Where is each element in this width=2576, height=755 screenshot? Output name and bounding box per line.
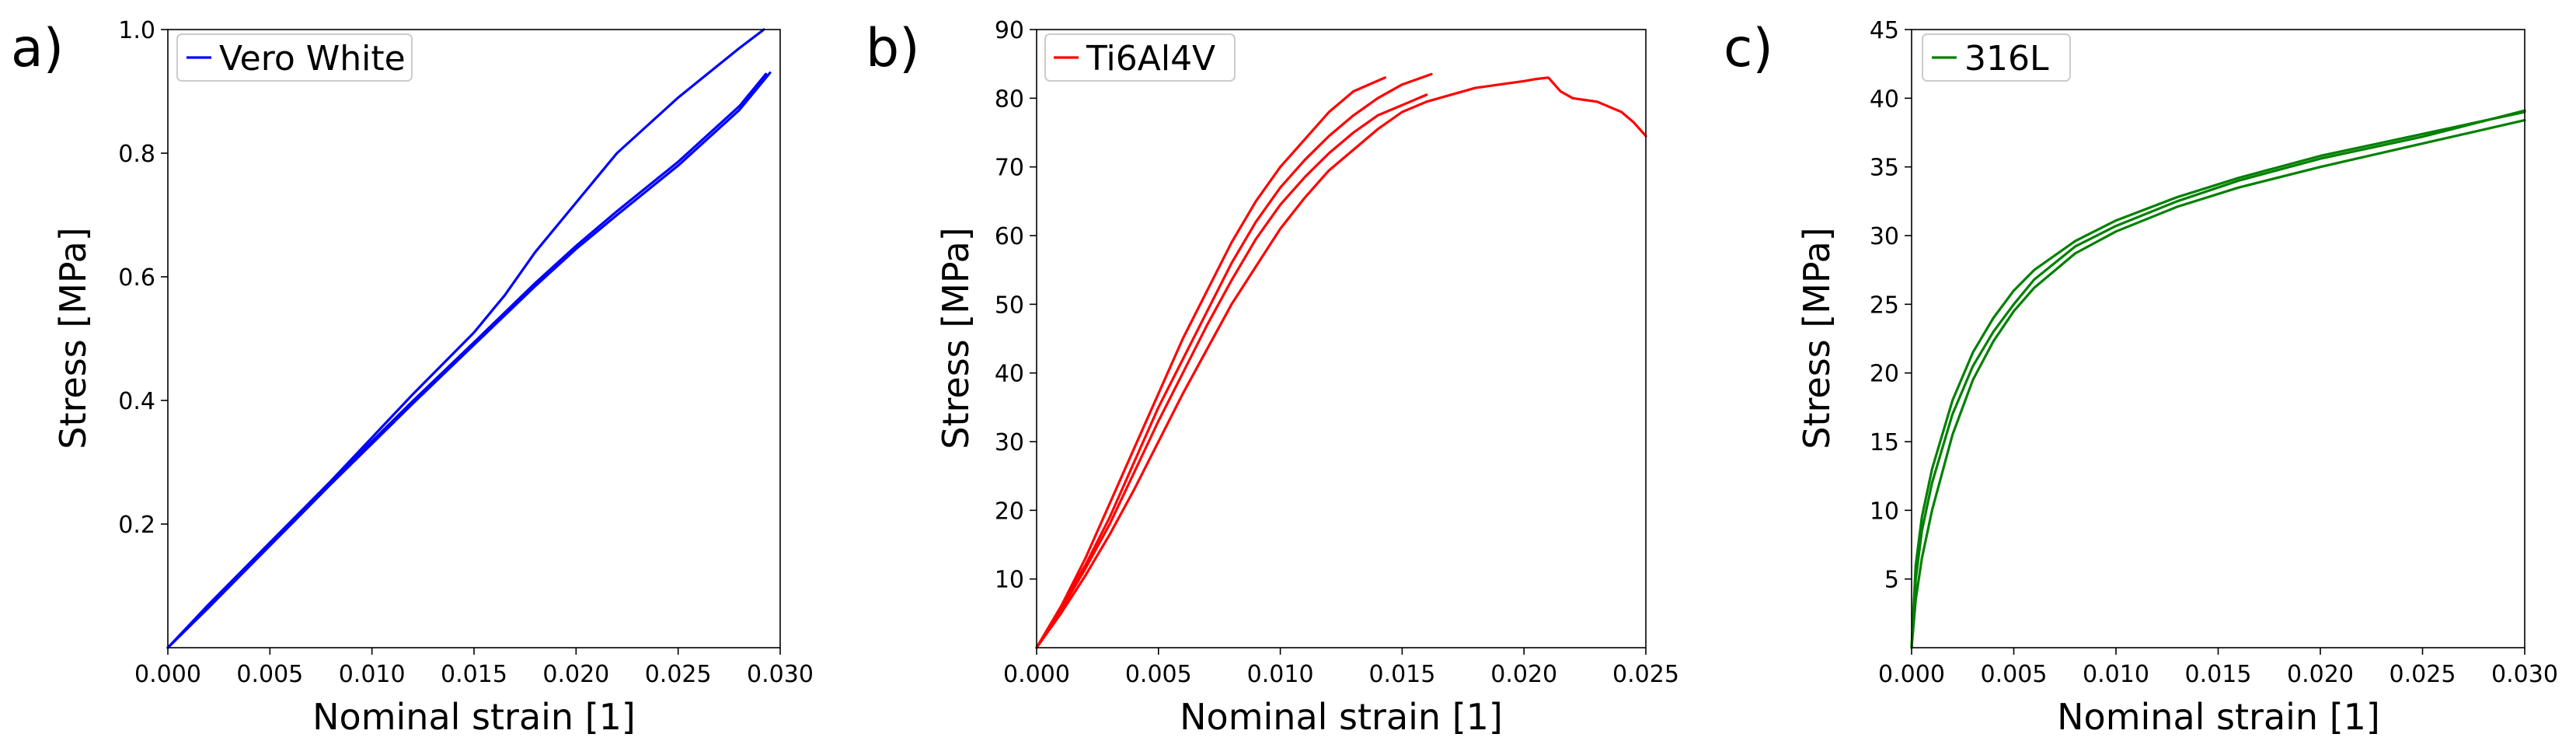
panel-label: a) — [11, 18, 64, 79]
x-tick-label: 0.025 — [1612, 661, 1679, 688]
series-layer — [166, 28, 772, 649]
panel-label: c) — [1724, 18, 1773, 79]
series-line-2 — [1035, 72, 1433, 649]
series-line-2 — [166, 71, 772, 649]
series-line-1 — [166, 28, 765, 649]
x-tick-label: 0.025 — [2390, 661, 2456, 688]
ticks-layer: 0.000 0.005 0.010 0.015 0.020 0.025 10 20 30 40 50… — [995, 17, 1679, 688]
series-line-3 — [1910, 119, 2526, 649]
panel-a: a) 0.000 0.005 0.010 0.015 0.020 0.025 0.0300.… — [11, 17, 814, 738]
legend: 316L — [1922, 33, 2071, 82]
plot-frame — [1911, 29, 2525, 648]
y-tick-label: 35 — [1870, 155, 1899, 182]
y-tick-label: 30 — [995, 429, 1024, 456]
series-layer — [1910, 109, 2526, 649]
x-tick-label: 0.015 — [441, 661, 507, 688]
y-axis-title: Stress [MPa] — [1796, 227, 1838, 449]
y-tick-label: 15 — [1870, 429, 1899, 456]
series-line-3 — [1035, 93, 1428, 649]
series-line-1 — [1910, 110, 2526, 649]
legend-box — [176, 33, 413, 82]
y-tick-label: 20 — [995, 498, 1024, 525]
ticks-layer: 0.000 0.005 0.010 0.015 0.020 0.025 0.030 0.2 0.… — [118, 17, 814, 688]
y-tick-label: 40 — [995, 361, 1024, 388]
x-axis-title: Nominal strain [1] — [1180, 696, 1503, 738]
x-tick-label: 0.005 — [1981, 661, 2048, 688]
y-tick-label: 0.2 — [118, 512, 155, 539]
y-tick-label: 50 — [995, 292, 1024, 319]
y-tick-label: 70 — [995, 155, 1024, 182]
series-layer — [1035, 72, 1647, 649]
legend-box — [1922, 33, 2071, 82]
y-tick-label: 80 — [995, 86, 1024, 113]
y-tick-label: 1.0 — [118, 17, 155, 44]
x-tick-label: 0.030 — [747, 661, 814, 688]
panel-b: b) 0.000 0.005 0.010 0.015 0.020 0.025 10 20 30 4… — [866, 17, 1679, 738]
x-tick-label: 0.000 — [134, 661, 201, 688]
ticks-layer: 0.000 0.005 0.010 0.015 0.020 0.025 0.030 5 10 15… — [1870, 17, 2558, 688]
x-tick-label: 0.025 — [645, 661, 712, 688]
x-tick-label: 0.010 — [2083, 661, 2149, 688]
x-tick-label: 0.000 — [1003, 661, 1070, 688]
series-line-3 — [166, 72, 768, 649]
x-tick-label: 0.005 — [1125, 661, 1192, 688]
legend-label: Ti6Al4V — [1086, 39, 1215, 79]
series-line-1 — [1035, 76, 1387, 649]
x-tick-label: 0.015 — [2185, 661, 2252, 688]
legend: Ti6Al4V — [1044, 33, 1236, 82]
y-tick-label: 60 — [995, 223, 1024, 250]
y-tick-label: 40 — [1870, 86, 1899, 113]
legend-label: Vero White — [219, 39, 406, 79]
x-tick-label: 0.000 — [1878, 661, 1945, 688]
y-tick-label: 90 — [995, 17, 1024, 44]
x-tick-label: 0.015 — [1368, 661, 1435, 688]
x-tick-label: 0.020 — [1490, 661, 1557, 688]
y-tick-label: 0.4 — [118, 388, 155, 415]
series-line-4 — [1035, 76, 1647, 649]
y-tick-label: 0.6 — [118, 264, 155, 292]
x-tick-label: 0.030 — [2491, 661, 2558, 688]
y-axis-title: Stress [MPa] — [935, 227, 977, 449]
x-tick-label: 0.020 — [542, 661, 609, 688]
y-tick-label: 10 — [1870, 498, 1899, 525]
x-tick-label: 0.020 — [2287, 661, 2354, 688]
x-tick-label: 0.005 — [236, 661, 303, 688]
series-line-2 — [1910, 109, 2526, 649]
panel-c: c) 0.000 0.005 0.010 0.015 0.020 0.025 0.030 5 1… — [1724, 17, 2558, 738]
y-tick-label: 5 — [1884, 567, 1899, 594]
y-tick-label: 10 — [995, 567, 1024, 594]
plot-frame — [1036, 29, 1647, 648]
y-tick-label: 25 — [1870, 292, 1899, 319]
panel-label: b) — [866, 18, 920, 79]
x-tick-label: 0.010 — [1247, 661, 1314, 688]
y-axis-title: Stress [MPa] — [52, 227, 94, 449]
y-tick-label: 30 — [1870, 223, 1899, 250]
y-tick-label: 0.8 — [118, 141, 155, 168]
x-tick-label: 0.010 — [339, 661, 406, 688]
legend: Vero White — [176, 33, 413, 82]
y-tick-label: 20 — [1870, 361, 1899, 388]
y-tick-label: 45 — [1870, 17, 1899, 44]
legend-box — [1044, 33, 1236, 82]
x-axis-title: Nominal strain [1] — [312, 696, 636, 738]
legend-label: 316L — [1964, 39, 2049, 79]
x-axis-title: Nominal strain [1] — [2057, 696, 2380, 738]
